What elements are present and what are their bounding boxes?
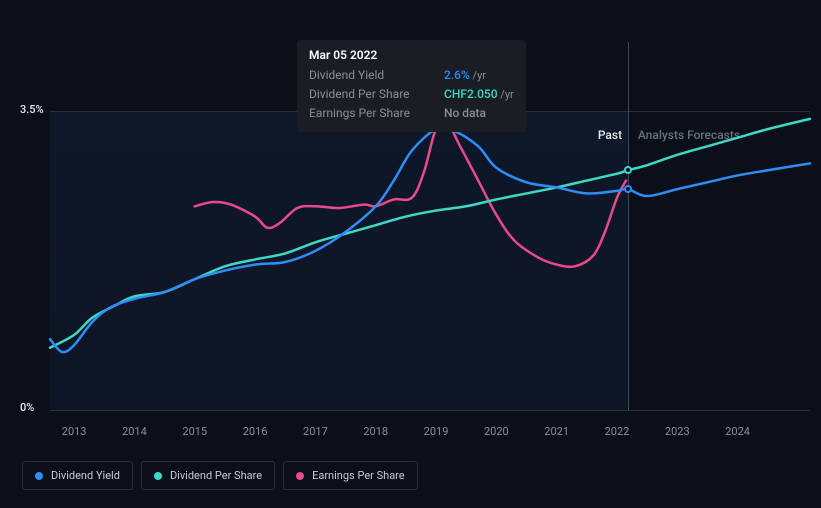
tooltip-date: Mar 05 2022 [309, 48, 514, 62]
legend-item[interactable]: Dividend Per Share [141, 461, 275, 490]
x-tick: 2016 [243, 425, 268, 438]
y-axis-max: 3.5% [20, 103, 44, 116]
x-tick: 2024 [725, 425, 750, 438]
tooltip-row: Earnings Per ShareNo data [309, 104, 514, 123]
legend-dot [35, 472, 43, 480]
legend-item[interactable]: Earnings Per Share [283, 461, 418, 490]
legend-label: Earnings Per Share [312, 469, 405, 482]
x-axis: 2013 2014 2015 2016 2017 2018 2019 2020 2021 2022… [50, 425, 810, 445]
marker [624, 166, 632, 174]
series-svg [50, 112, 810, 410]
x-tick: 2014 [122, 425, 147, 438]
legend: Dividend Yield Dividend Per Share Earnings… [22, 461, 418, 490]
series-earnings_per_share [195, 123, 626, 267]
tooltip-rows: Dividend Yield2.6% /yrDividend Per Share… [309, 66, 514, 124]
tooltip-row: Dividend Yield2.6% /yr [309, 66, 514, 85]
series-dividend_yield [50, 127, 810, 352]
legend-label: Dividend Per Share [170, 469, 262, 482]
plot-area[interactable]: Past Analysts Forecasts [50, 111, 810, 411]
x-tick: 2020 [484, 425, 509, 438]
legend-item[interactable]: Dividend Yield [22, 461, 133, 490]
legend-label: Dividend Yield [51, 469, 120, 482]
x-tick: 2013 [62, 425, 87, 438]
x-tick: 2019 [424, 425, 449, 438]
tooltip-row: Dividend Per ShareCHF2.050 /yr [309, 85, 514, 104]
x-tick: 2017 [303, 425, 328, 438]
y-axis-min: 0% [20, 401, 34, 414]
x-tick: 2021 [544, 425, 569, 438]
chart: 3.5% 0% Past Analysts Forecasts 2013 2014… [20, 105, 810, 445]
legend-dot [154, 472, 162, 480]
legend-dot [296, 472, 304, 480]
x-tick: 2015 [182, 425, 207, 438]
hover-tooltip: Mar 05 2022 Dividend Yield2.6% /yrDivide… [297, 40, 526, 132]
x-tick: 2022 [605, 425, 630, 438]
marker [624, 185, 632, 193]
x-tick: 2023 [665, 425, 690, 438]
x-tick: 2018 [363, 425, 388, 438]
